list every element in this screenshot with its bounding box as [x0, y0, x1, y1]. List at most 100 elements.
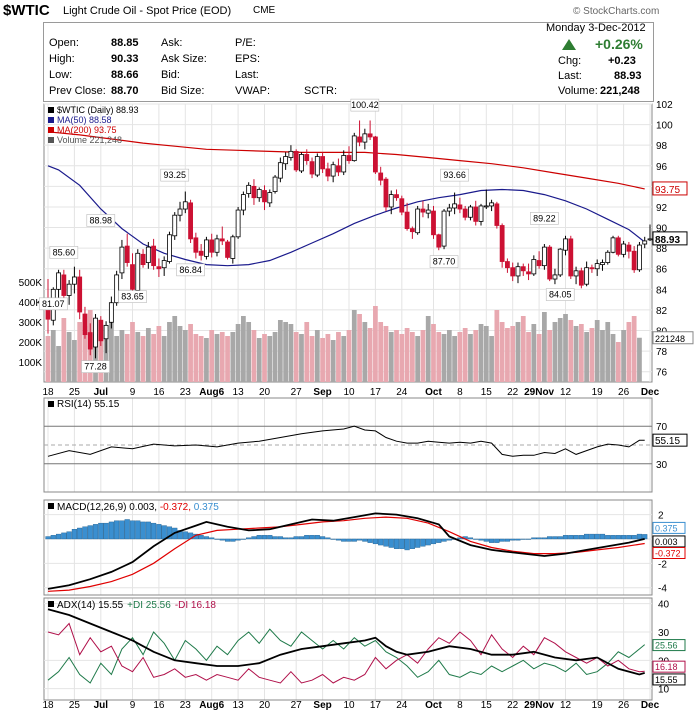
price-annotation: 85.60 — [53, 247, 76, 257]
x-axis-tick: Jul — [94, 387, 109, 398]
candle-body — [256, 189, 262, 199]
macd-histogram-bar — [615, 535, 621, 540]
macd-histogram-bar — [578, 535, 584, 540]
volume-bar — [473, 330, 479, 382]
x-axis-tick-bottom: 18 — [42, 700, 54, 711]
macd-histogram-bar — [631, 535, 637, 540]
macd-histogram-bar — [145, 521, 151, 540]
candle-body — [515, 266, 521, 277]
x-axis-tick-bottom: Jul — [94, 700, 109, 711]
candle-body — [82, 313, 88, 336]
candle-body — [188, 202, 193, 240]
prev-close-value: 88.70 — [111, 85, 139, 97]
volume-bar — [262, 334, 267, 382]
macd-histogram-bar — [293, 536, 299, 540]
macd-histogram-bar — [610, 535, 616, 540]
adx-line — [47, 608, 645, 676]
volume-bar — [198, 336, 204, 382]
x-axis-tick-bottom: 22 — [507, 700, 519, 711]
candle-body — [246, 184, 252, 194]
price-annotation-box — [86, 214, 116, 227]
volume-bar — [320, 338, 325, 382]
macd-histogram-bar — [251, 536, 257, 540]
chg-label: Chg: — [558, 55, 582, 67]
volume-bar — [309, 336, 315, 382]
price-axis-tick: 84 — [656, 285, 668, 296]
macd-histogram-bar — [515, 538, 521, 541]
adx-value-box — [652, 639, 686, 652]
candle-body — [605, 251, 611, 263]
price-annotation: 81.07 — [42, 299, 65, 309]
candle-body — [209, 239, 215, 253]
volume-bar — [172, 316, 178, 382]
volume-value-box — [652, 331, 694, 345]
volume-bar — [167, 322, 172, 382]
macd-histogram-bar — [135, 520, 141, 540]
macd-histogram-bar — [71, 529, 77, 540]
volume-bar — [626, 322, 632, 382]
candle-body — [415, 208, 421, 234]
x-axis-tick: 12 — [560, 387, 572, 398]
macd-histogram-bar — [140, 521, 146, 540]
open-value: 88.85 — [111, 37, 139, 49]
macd-histogram-bar — [483, 538, 489, 542]
macd-histogram-bar — [446, 538, 452, 541]
macd-line — [47, 512, 645, 590]
volume-bar — [547, 330, 553, 382]
macd-histogram-bar — [103, 522, 109, 540]
volume-bar — [56, 346, 61, 382]
candle-body — [56, 272, 61, 290]
legend-swatch — [48, 127, 54, 133]
adx-value-box — [652, 673, 686, 686]
macd-histogram-bar — [166, 526, 173, 540]
volume-bar — [214, 334, 220, 382]
macd-histogram-bar — [230, 538, 236, 542]
macd-histogram-bar — [642, 534, 648, 540]
price-axis-tick: 88 — [656, 244, 668, 255]
macd-histogram-bar — [267, 535, 273, 540]
volume-value: 221,248 — [600, 85, 640, 97]
adx-value-label: 15.55 — [655, 675, 678, 685]
rsi-value-box — [652, 433, 688, 447]
macd-histogram-bar — [599, 533, 606, 540]
macd-histogram-bar — [420, 538, 426, 547]
volume-bar — [452, 336, 457, 382]
x-axis-tick: Aug6 — [199, 387, 224, 398]
macd-histogram-bar — [351, 538, 357, 542]
high-label: High: — [49, 53, 75, 65]
price-axis-tick: 96 — [656, 162, 668, 173]
price-annotation: 88.98 — [90, 215, 113, 225]
macd-histogram-bar — [235, 538, 241, 541]
macd-histogram-bar — [325, 537, 331, 540]
macd-histogram-bar — [362, 538, 368, 542]
volume-bar — [119, 330, 125, 382]
candle-body — [431, 210, 436, 236]
volume-bar — [563, 314, 568, 382]
candle-body — [330, 164, 336, 177]
macd-histogram-bar — [372, 538, 378, 545]
volume-value-label: 221248 — [655, 334, 685, 344]
adx-legend: ADX(14) 15.55 +DI 25.56 -DI 16.18 — [57, 600, 216, 611]
price-axis-tick: 82 — [656, 306, 668, 317]
price-annotation-box — [350, 98, 380, 112]
macd-histogram-bar — [61, 532, 67, 540]
macd-histogram-bar — [441, 538, 447, 542]
x-axis-tick: 13 — [233, 387, 245, 398]
candle-body — [135, 252, 141, 291]
macd-histogram-bar — [298, 536, 305, 540]
candle-body — [156, 266, 162, 270]
adx-axis-tick: 10 — [658, 685, 670, 696]
volume-bar — [272, 332, 278, 382]
price-legend-entry: MA(200) 93.75 — [57, 125, 117, 135]
adx-value-box — [652, 660, 686, 673]
volume-bar — [103, 338, 109, 382]
candle-body — [494, 203, 500, 226]
volume-bar — [304, 322, 310, 382]
volume-bar — [325, 334, 331, 382]
ask-size-label: Ask Size: — [161, 53, 207, 65]
macd-histogram-bar — [409, 538, 415, 549]
macd-histogram-bar — [573, 535, 579, 540]
volume-bar — [362, 322, 368, 382]
volume-bar — [520, 316, 526, 382]
candle-body — [98, 319, 104, 342]
